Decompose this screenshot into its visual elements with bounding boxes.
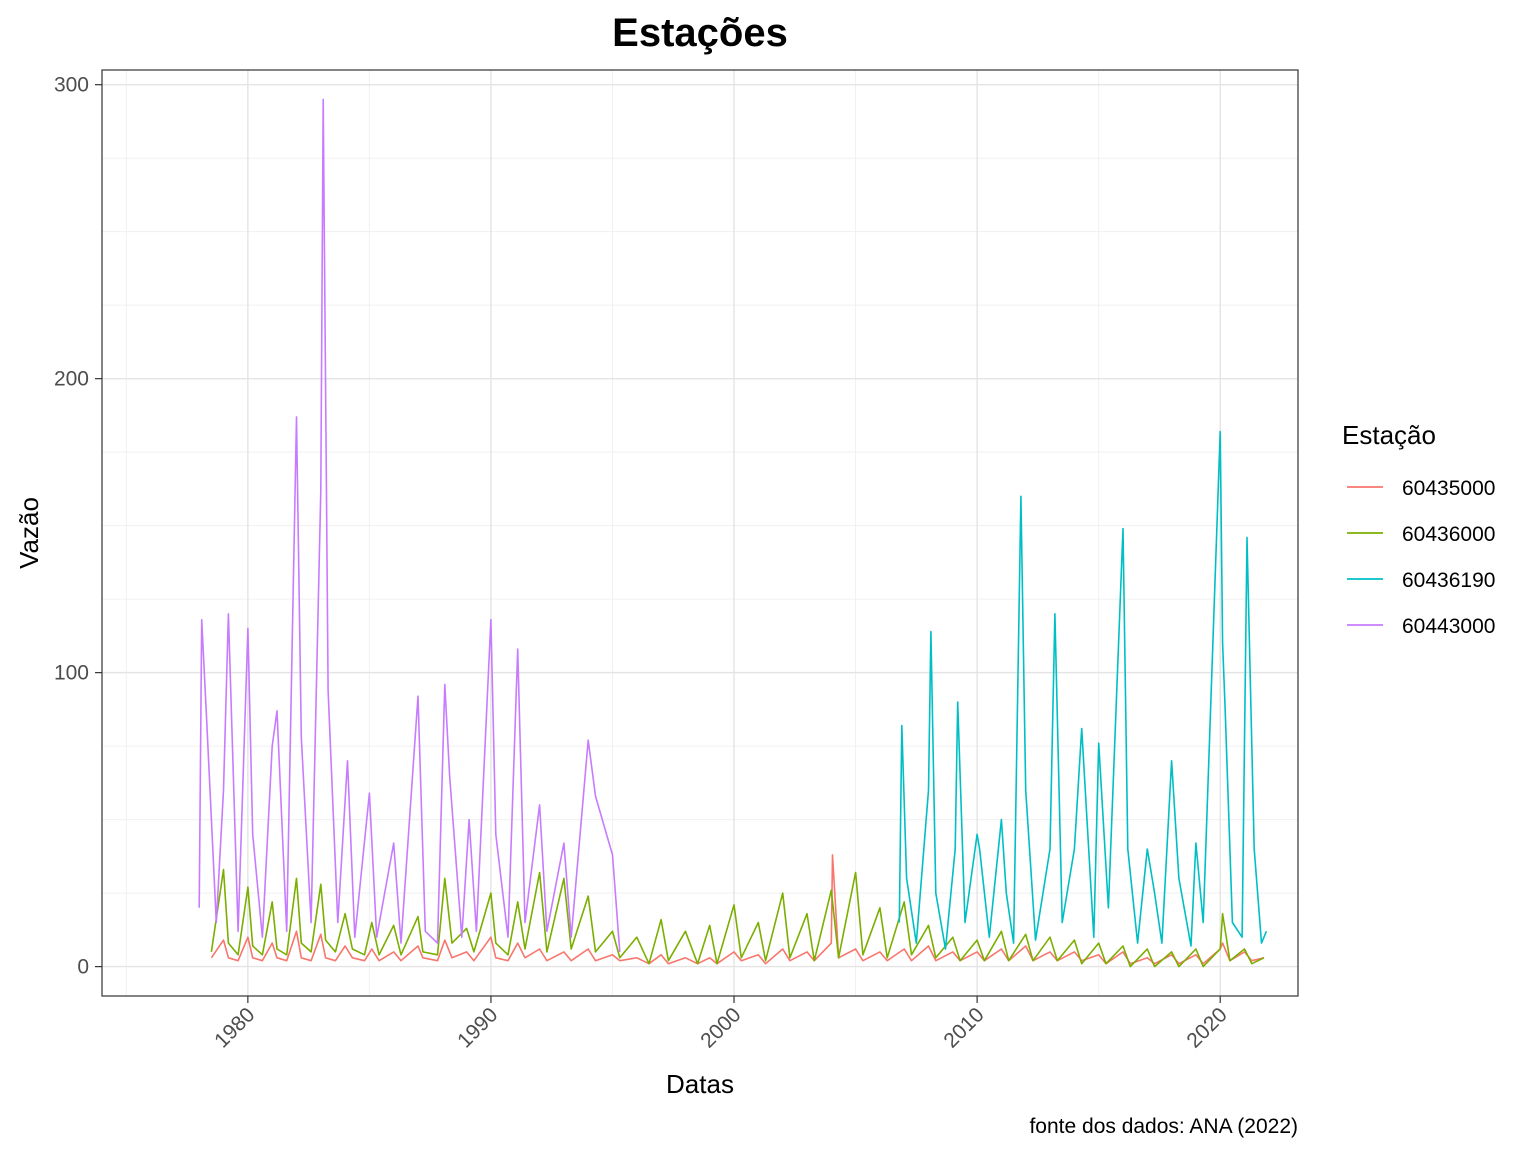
y-tick-label: 300: [54, 74, 89, 97]
y-axis-title: Vazão: [14, 497, 44, 569]
y-tick-label: 0: [77, 956, 89, 979]
chart-title: Estações: [612, 11, 788, 55]
series-layer: [198, 98, 1268, 968]
series-line-60436190: [898, 430, 1268, 950]
y-axis: 0 100 200 300: [54, 74, 102, 979]
y-tick-label: 100: [54, 662, 89, 685]
plot-panel-border: [101, 69, 1299, 997]
series-line-60443000: [198, 98, 621, 952]
legend-label-60443000: 60443000: [1402, 615, 1495, 638]
y-tick-label: 200: [54, 368, 89, 391]
legend-label-60436190: 60436190: [1402, 569, 1495, 592]
x-axis-title: Datas: [666, 1069, 734, 1099]
legend: Estação 60435000 60436000 60436190 60443000: [1342, 420, 1495, 638]
legend-label-60435000: 60435000: [1402, 477, 1495, 500]
series-line-60436000: [210, 868, 1265, 968]
legend-title: Estação: [1342, 420, 1436, 450]
grid-layer: [102, 70, 1298, 996]
legend-label-60436000: 60436000: [1402, 523, 1495, 546]
chart-caption: fonte dos dados: ANA (2022): [1029, 1115, 1298, 1138]
